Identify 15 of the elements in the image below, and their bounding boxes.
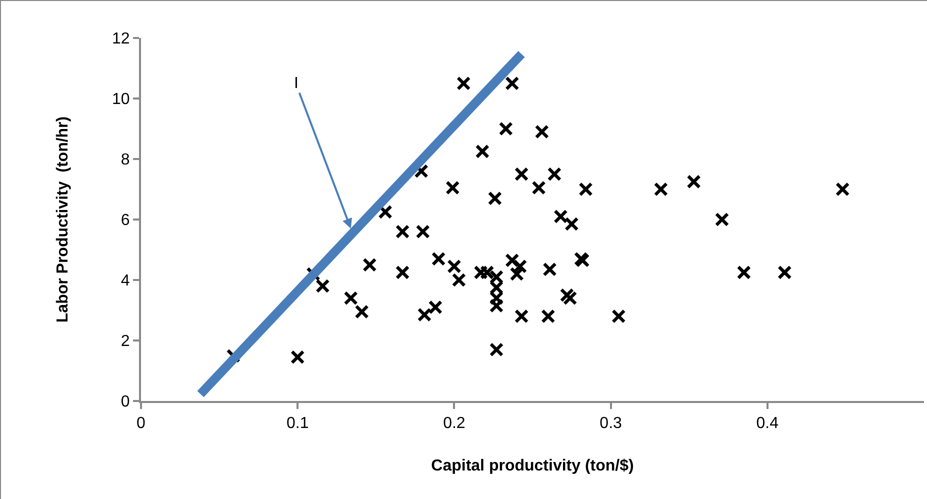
y-tick-label: 12 <box>112 30 130 48</box>
x-tick-label: 0 <box>136 415 146 432</box>
annotation: I <box>294 75 298 92</box>
x-tick-label: 0.4 <box>756 415 779 432</box>
y-axis-title: Labor Productivity (ton/hr) <box>54 116 72 323</box>
x-tick-label: 0.1 <box>286 415 309 432</box>
x-tick-label: 0.3 <box>600 415 622 432</box>
y-tick-label: 6 <box>120 212 130 230</box>
y-tick-label: 8 <box>120 152 130 169</box>
x-axis-title: Capital productivity (ton/$) <box>431 457 634 474</box>
x-tick-label: 0.2 <box>443 415 466 432</box>
y-tick-label: 10 <box>112 91 130 108</box>
y-tick-label: 2 <box>120 333 130 350</box>
y-tick-label: 4 <box>120 272 130 290</box>
y-tick-label: 0 <box>120 394 130 411</box>
